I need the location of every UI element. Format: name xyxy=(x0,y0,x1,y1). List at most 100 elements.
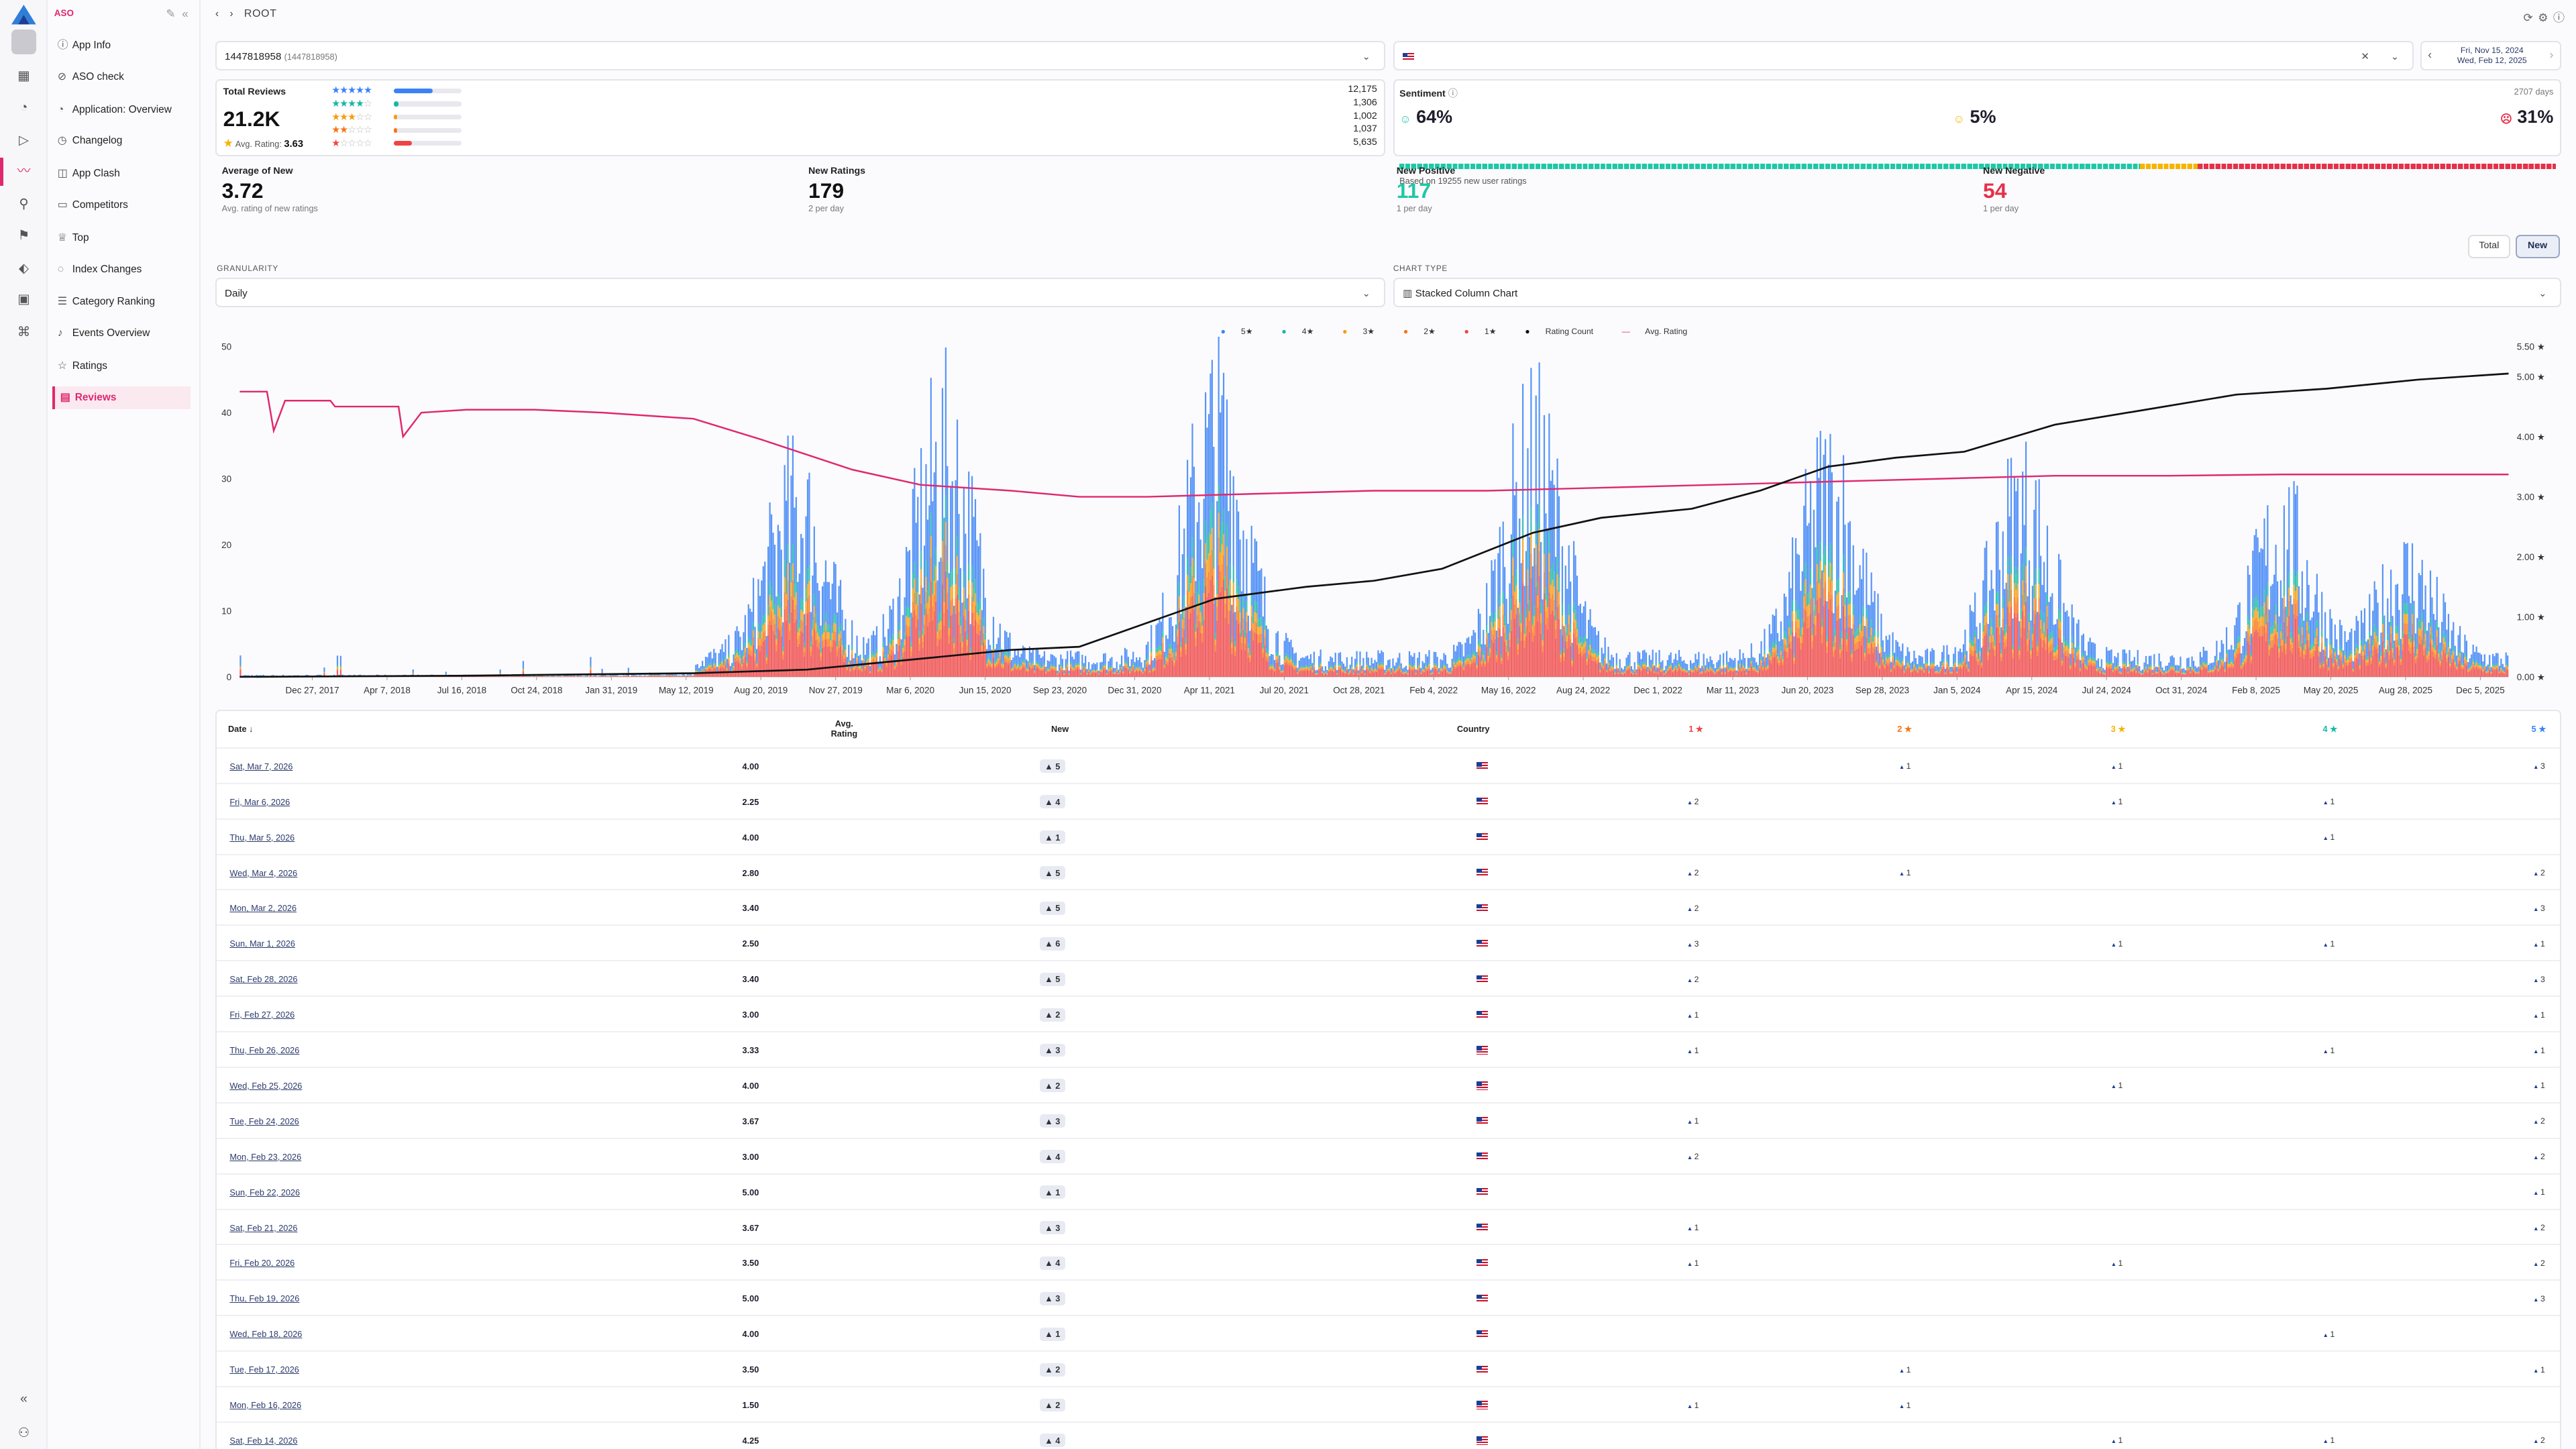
sidebar-item-app-clash[interactable]: ◫ App Clash xyxy=(52,162,191,185)
sidebar-item-app-info[interactable]: ⓘ App Info xyxy=(52,34,191,57)
next-range-icon[interactable]: › xyxy=(2549,47,2554,61)
bar-segment xyxy=(1660,661,1662,669)
bar-segment xyxy=(672,676,674,678)
bar-segment xyxy=(1044,664,1046,667)
bar-segment xyxy=(1603,669,1605,678)
legend-5-star[interactable]: ● 5★ xyxy=(1220,327,1253,337)
info-icon[interactable]: ⓘ xyxy=(1448,89,1458,100)
bar-segment xyxy=(810,651,812,657)
play-icon[interactable]: ▷ xyxy=(18,132,30,148)
forward-icon[interactable]: › xyxy=(229,8,234,20)
image-icon[interactable]: ▣ xyxy=(17,292,30,307)
bar-segment xyxy=(1228,610,1230,624)
toggle-total-button[interactable]: Total xyxy=(2467,235,2511,258)
grid-icon[interactable]: ▦ xyxy=(17,68,30,84)
workspace-avatar[interactable] xyxy=(11,30,36,54)
bar-segment xyxy=(567,676,569,678)
country-select[interactable]: ✕ ⌄ xyxy=(1393,41,2414,71)
legend-avg-rating[interactable]: — Avg. Rating xyxy=(1621,327,1688,337)
bar-segment xyxy=(1382,663,1385,665)
bar-segment xyxy=(786,594,788,606)
sidebar-item-events-overview[interactable]: ♪ Events Overview xyxy=(52,322,191,345)
bar-segment xyxy=(942,584,944,678)
code-icon[interactable]: ⌘ xyxy=(17,325,31,340)
bar-segment xyxy=(1436,669,1438,671)
bar-segment xyxy=(1595,657,1597,661)
bar-segment xyxy=(1421,661,1424,669)
bar-segment xyxy=(948,573,951,620)
bar-segment xyxy=(720,661,722,664)
sidebar-item-reviews[interactable]: ▤ Reviews xyxy=(52,386,191,409)
bar-segment xyxy=(853,667,855,669)
legend-2-star[interactable]: ● 2★ xyxy=(1403,327,1436,337)
trend-icon[interactable]: 〰 xyxy=(0,158,33,186)
bar-segment xyxy=(1011,667,1013,669)
bar-segment xyxy=(1351,670,1353,678)
bar-segment xyxy=(930,378,932,513)
edit-icon[interactable]: ✎ xyxy=(166,6,176,20)
legend-1-star[interactable]: ● 1★ xyxy=(1464,327,1497,337)
settings-icon[interactable]: ⚙ xyxy=(2538,11,2553,25)
sidebar-item-ratings[interactable]: ☆ Ratings xyxy=(52,355,191,378)
bar-segment xyxy=(816,633,819,640)
link-icon[interactable]: ⚲ xyxy=(19,197,29,212)
bar-segment xyxy=(1101,669,1104,672)
granularity-select[interactable]: Daily ⌄ xyxy=(215,277,1385,307)
x-tick: Dec 5, 2025 xyxy=(2456,686,2505,696)
toggle-new-button[interactable]: New xyxy=(2515,235,2560,258)
bar-segment xyxy=(912,588,914,602)
bar-segment xyxy=(876,653,878,657)
prev-range-icon[interactable]: ‹ xyxy=(2428,47,2432,61)
megaphone-icon[interactable]: ⚑ xyxy=(17,227,30,243)
legend-3-star[interactable]: ● 3★ xyxy=(1342,327,1375,337)
sidebar-item-competitors[interactable]: ▭ Competitors xyxy=(52,194,191,217)
legend-rating-count[interactable]: ● Rating Count xyxy=(1525,327,1594,337)
collapse-icon[interactable]: « xyxy=(20,1391,28,1406)
distribution-track xyxy=(394,141,462,146)
apple-icon[interactable]: ◔ xyxy=(19,99,28,115)
bar-segment xyxy=(1654,672,1656,674)
bar-segment xyxy=(1494,612,1496,622)
bar-segment xyxy=(1020,669,1022,678)
bar-segment xyxy=(1555,610,1557,621)
app-select[interactable]: 1447818958 (1447818958) ⌄ xyxy=(215,41,1385,71)
collapse-sidebar-icon[interactable]: « xyxy=(182,6,189,20)
bar-segment xyxy=(1269,668,1271,671)
bar-segment xyxy=(1815,635,1817,678)
refresh-icon[interactable]: ⟳ xyxy=(2523,11,2538,25)
bar-segment xyxy=(953,648,955,655)
bar-segment xyxy=(1024,667,1026,678)
bar-segment xyxy=(1016,669,1018,678)
bar-segment xyxy=(1122,672,1124,674)
sidebar-item-application-overview[interactable]: ◔ Application: Overview xyxy=(52,99,191,121)
bar-segment xyxy=(1349,671,1352,672)
bar-segment xyxy=(1780,651,1782,655)
user-icon[interactable]: ⚇ xyxy=(17,1426,30,1441)
help-icon[interactable]: ⓘ xyxy=(2553,11,2570,25)
sidebar-item-index-changes[interactable]: ◌ Index Changes xyxy=(52,258,191,281)
back-icon[interactable]: ‹ xyxy=(215,8,219,20)
bar-segment xyxy=(780,616,783,627)
legend-4-star[interactable]: ● 4★ xyxy=(1281,327,1314,337)
bar-segment xyxy=(843,630,845,651)
bar-segment xyxy=(1322,671,1324,672)
bar-segment xyxy=(1815,616,1817,625)
bar-segment xyxy=(808,564,810,581)
date-range-picker[interactable]: ‹ Fri, Nov 15, 2024 Wed, Feb 12, 2025 › xyxy=(2420,41,2562,71)
clear-icon[interactable]: ✕ xyxy=(2361,51,2370,63)
sidebar-item-aso-check[interactable]: ⊘ ASO check xyxy=(52,66,191,89)
chart-type-select[interactable]: ▥ Stacked Column Chart ⌄ xyxy=(1393,277,2562,307)
bar-segment xyxy=(1478,655,1480,678)
bar-segment xyxy=(1795,621,1797,633)
sidebar-item-changelog[interactable]: ◷ Changelog xyxy=(52,129,191,152)
bar-segment xyxy=(1487,663,1489,678)
bar-segment xyxy=(1095,672,1097,673)
app-logo-icon[interactable] xyxy=(11,5,36,25)
bar-segment xyxy=(882,647,885,652)
sidebar-item-category-ranking[interactable]: ☰ Category Ranking xyxy=(52,290,191,313)
bar-segment xyxy=(1782,661,1784,665)
tag-icon[interactable]: ⬖ xyxy=(18,260,30,276)
bar-segment xyxy=(1665,672,1667,674)
sidebar-item-top[interactable]: ♕ Top xyxy=(52,227,191,250)
